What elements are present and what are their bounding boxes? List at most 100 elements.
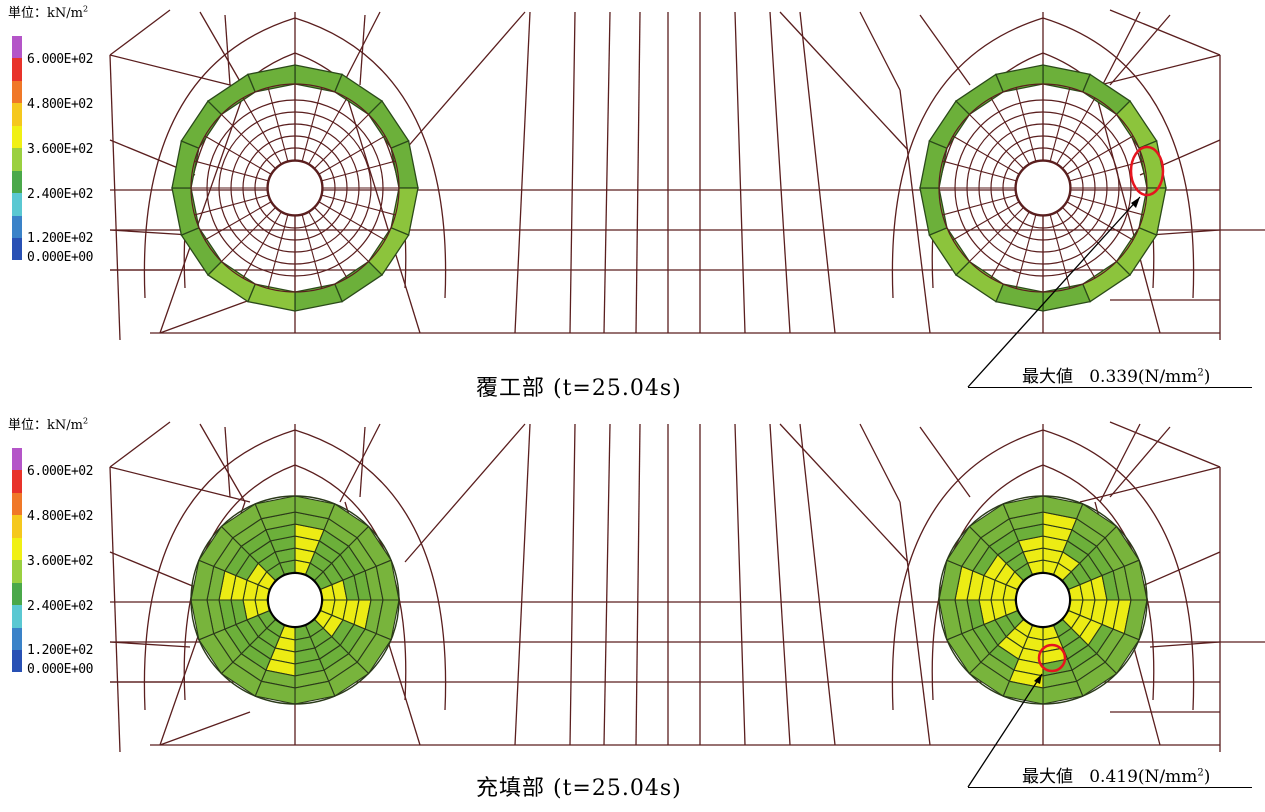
mesh-line [769,423,791,746]
mesh-line [734,11,746,334]
leader-arrowhead [1131,197,1140,208]
max-value-label-filling: 最大値 0.419(N/mm2) [1022,767,1211,787]
mesh-spoke [1066,201,1134,241]
tunnel-opening [1015,160,1071,216]
mesh-line [359,14,366,86]
mesh-spoke [314,207,369,262]
mesh-line [359,426,366,498]
mesh-spoke [301,87,323,162]
mesh-line [224,426,231,498]
legend-swatch [12,238,22,260]
legend-tick: 1.200E+02 [27,231,93,246]
mesh-spoke [1069,194,1144,216]
legend-tick: 4.800E+02 [27,97,93,112]
leader-line [967,196,1141,388]
legend-swatch [12,470,22,493]
mesh-spoke [301,214,323,289]
lining-segment [294,283,343,312]
mesh-line [404,11,526,151]
mesh-line [109,421,171,468]
mesh-line [1149,229,1221,236]
legend-filling: 単位：kN/m2 6.000E+02 4.800E+02 3.600E+02 2… [6,414,126,684]
mesh-line [1139,551,1221,588]
mesh-line [109,466,251,503]
mesh-line [1099,11,1141,91]
max-value-underline-filling [968,787,1252,788]
mesh-spoke [1056,97,1096,165]
mesh-spoke [308,97,348,165]
panel-lining: 単位：kN/m2 6.000E+02 4.800E+02 3.600E+02 2… [0,0,1265,401]
mesh-spoke [1066,135,1134,175]
mesh-spoke [194,194,269,216]
mesh-line [603,11,611,334]
mesh-line [799,11,836,334]
legend-swatch [12,81,22,103]
mesh-arc [143,17,447,299]
mesh-line [109,9,171,56]
lining-segment [1115,100,1158,150]
mesh-spoke [1015,214,1037,289]
legend-swatch [12,58,22,81]
legend-swatch [12,448,22,470]
mesh-line [1109,9,1221,56]
legend-swatch [12,103,22,126]
lining-segment [919,140,948,189]
legend-swatch [12,538,22,560]
mesh-plot-filling [109,421,1265,788]
mesh-spoke [221,114,276,169]
mesh-line [514,423,531,746]
mesh-spoke [267,214,289,289]
mesh-line [734,423,746,746]
legend-tick: 0.000E+00 [27,250,93,265]
mesh-line [899,501,931,746]
mesh-spoke [318,201,386,241]
mesh-spoke [990,211,1030,279]
lining-segment [294,64,343,93]
lining-segment [995,64,1044,93]
mesh-spoke [1062,207,1117,262]
legend-swatch [12,583,22,605]
mesh-spoke [204,201,272,241]
mesh-line [109,54,121,341]
mesh-spoke [204,135,272,175]
lining-segment [1042,64,1091,93]
mesh-line [859,423,901,503]
mesh-line [635,11,641,334]
legend-tick: 3.600E+02 [27,554,93,569]
mesh-line [1109,426,1171,498]
mesh-line [109,54,251,91]
max-value-underline-lining [968,387,1252,388]
legend-swatch [12,560,22,583]
lining-segment [919,187,948,236]
lining-segment [1042,283,1091,312]
caption-filling: 充填部 (t=25.04s) [476,776,682,801]
legend-unit-label: 単位：kN/m2 [8,416,89,433]
lining-segment [180,226,223,276]
panel-filling: 単位：kN/m2 6.000E+02 4.800E+02 3.600E+02 2… [0,412,1265,812]
legend-swatch [12,216,22,238]
legend-swatch [12,515,22,538]
mesh-line [569,423,576,746]
mesh-line [199,423,246,503]
mesh-spoke [267,87,289,162]
max-value-marker [1037,643,1067,673]
leader-line [967,673,1043,788]
tunnel-opening [1015,572,1071,628]
mesh-spoke [942,194,1017,216]
mesh-spoke [318,135,386,175]
mesh-line [159,711,251,746]
mesh-line [899,89,931,334]
mesh-line [109,551,196,588]
legend-color-bar [12,36,22,260]
mesh-spoke [321,160,396,182]
mesh-line [779,11,909,151]
mesh-line [1109,421,1221,468]
mesh-arc [891,17,1195,299]
legend-tick: 4.800E+02 [27,509,93,524]
mesh-line [109,641,191,648]
legend-tick: 6.000E+02 [27,464,93,479]
max-value-label-lining: 最大値 0.339(N/mm2) [1022,367,1211,387]
tunnel-opening [267,572,323,628]
lining-segment [247,283,296,312]
lining-segment [367,100,410,150]
